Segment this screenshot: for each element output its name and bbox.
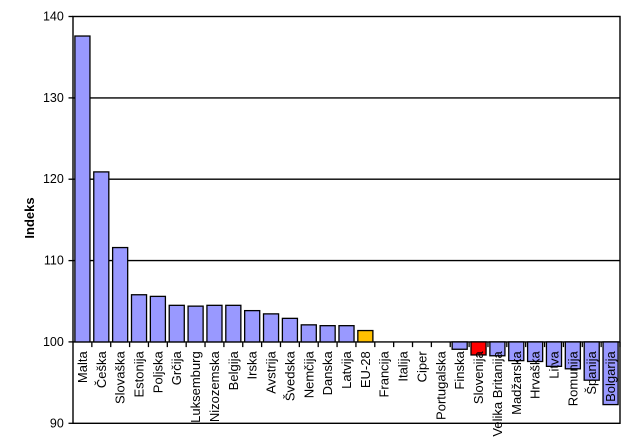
svg-text:110: 110: [44, 254, 64, 268]
svg-text:Nemčija: Nemčija: [301, 351, 316, 399]
svg-text:130: 130: [43, 91, 64, 105]
svg-text:Estonija: Estonija: [132, 351, 147, 398]
svg-text:120: 120: [43, 172, 64, 186]
svg-text:Italija: Italija: [396, 351, 411, 382]
svg-text:Indeks: Indeks: [22, 197, 37, 238]
svg-text:Madžarska: Madžarska: [509, 351, 524, 415]
svg-text:Malta: Malta: [75, 351, 90, 384]
svg-text:Litva: Litva: [546, 351, 561, 379]
svg-text:Bolgarija: Bolgarija: [603, 351, 618, 402]
svg-text:Irska: Irska: [245, 351, 260, 380]
svg-text:Finska: Finska: [452, 351, 467, 390]
svg-text:Švedska: Švedska: [282, 351, 297, 402]
svg-text:Romunija: Romunija: [565, 351, 580, 407]
svg-text:Češka: Češka: [94, 351, 109, 389]
svg-text:100: 100: [43, 335, 64, 349]
svg-text:Nizozemska: Nizozemska: [207, 351, 222, 423]
svg-text:Slovaška: Slovaška: [113, 351, 128, 405]
svg-text:Hrvaška: Hrvaška: [528, 351, 543, 399]
svg-text:Danska: Danska: [320, 351, 335, 396]
svg-text:Slovenija: Slovenija: [471, 351, 486, 405]
svg-text:140: 140: [43, 10, 64, 24]
svg-text:Ciper: Ciper: [414, 351, 429, 383]
svg-text:EU-28: EU-28: [358, 351, 373, 388]
svg-text:Poljska: Poljska: [150, 351, 165, 394]
svg-text:Luksemburg: Luksemburg: [188, 351, 203, 423]
svg-text:Španija: Španija: [584, 351, 599, 395]
svg-text:Francija: Francija: [377, 351, 392, 398]
svg-text:Grčija: Grčija: [169, 351, 184, 386]
svg-text:Latvija: Latvija: [339, 351, 354, 389]
svg-text:90: 90: [50, 416, 64, 430]
svg-text:Belgija: Belgija: [226, 351, 241, 391]
svg-text:Portugalska: Portugalska: [433, 351, 448, 420]
svg-text:Velika Britanija: Velika Britanija: [490, 351, 505, 437]
svg-text:Avstrija: Avstrija: [264, 351, 279, 394]
